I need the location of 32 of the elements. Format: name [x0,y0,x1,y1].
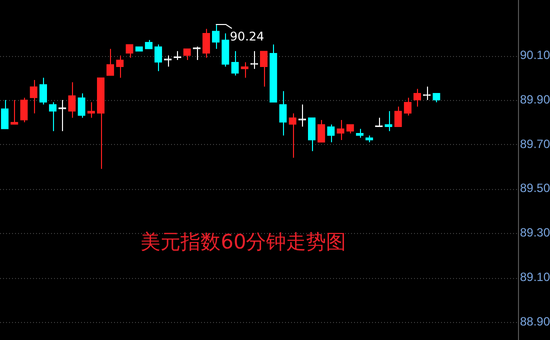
candlestick [39,77,47,105]
y-tick-label: 89.10 [520,270,550,284]
candlestick [336,120,344,140]
candlestick [202,28,210,58]
candlestick [260,50,268,88]
y-tick-label: 89.50 [520,181,550,196]
y-tick-label: 89.30 [520,226,550,240]
candlestick [394,106,402,128]
candlestick [308,117,316,152]
candlestick [279,90,287,136]
y-tick-label: 88.90 [520,314,550,329]
candlestick [423,86,431,100]
candlestick [318,120,326,143]
candlestick [20,97,28,123]
candlestick [0,100,9,130]
y-tick-label: 89.70 [520,136,550,151]
candlestick [116,55,124,78]
candlestick [154,44,162,72]
candlestick [298,104,306,128]
text: 美元指数60分钟走势图 [140,229,346,254]
y-tick-label: 90.10 [520,48,550,62]
candlestick [10,100,18,125]
annotation: 90.24 [230,30,264,44]
candlestick [78,92,86,118]
candlestick [288,112,296,158]
candlestick [384,110,392,132]
candlestick [48,102,57,132]
candlestick [164,55,172,68]
candlestick [68,82,76,118]
candlestick [222,32,230,68]
y-tick-label: 89.90 [520,92,550,106]
candlestick [250,50,258,70]
